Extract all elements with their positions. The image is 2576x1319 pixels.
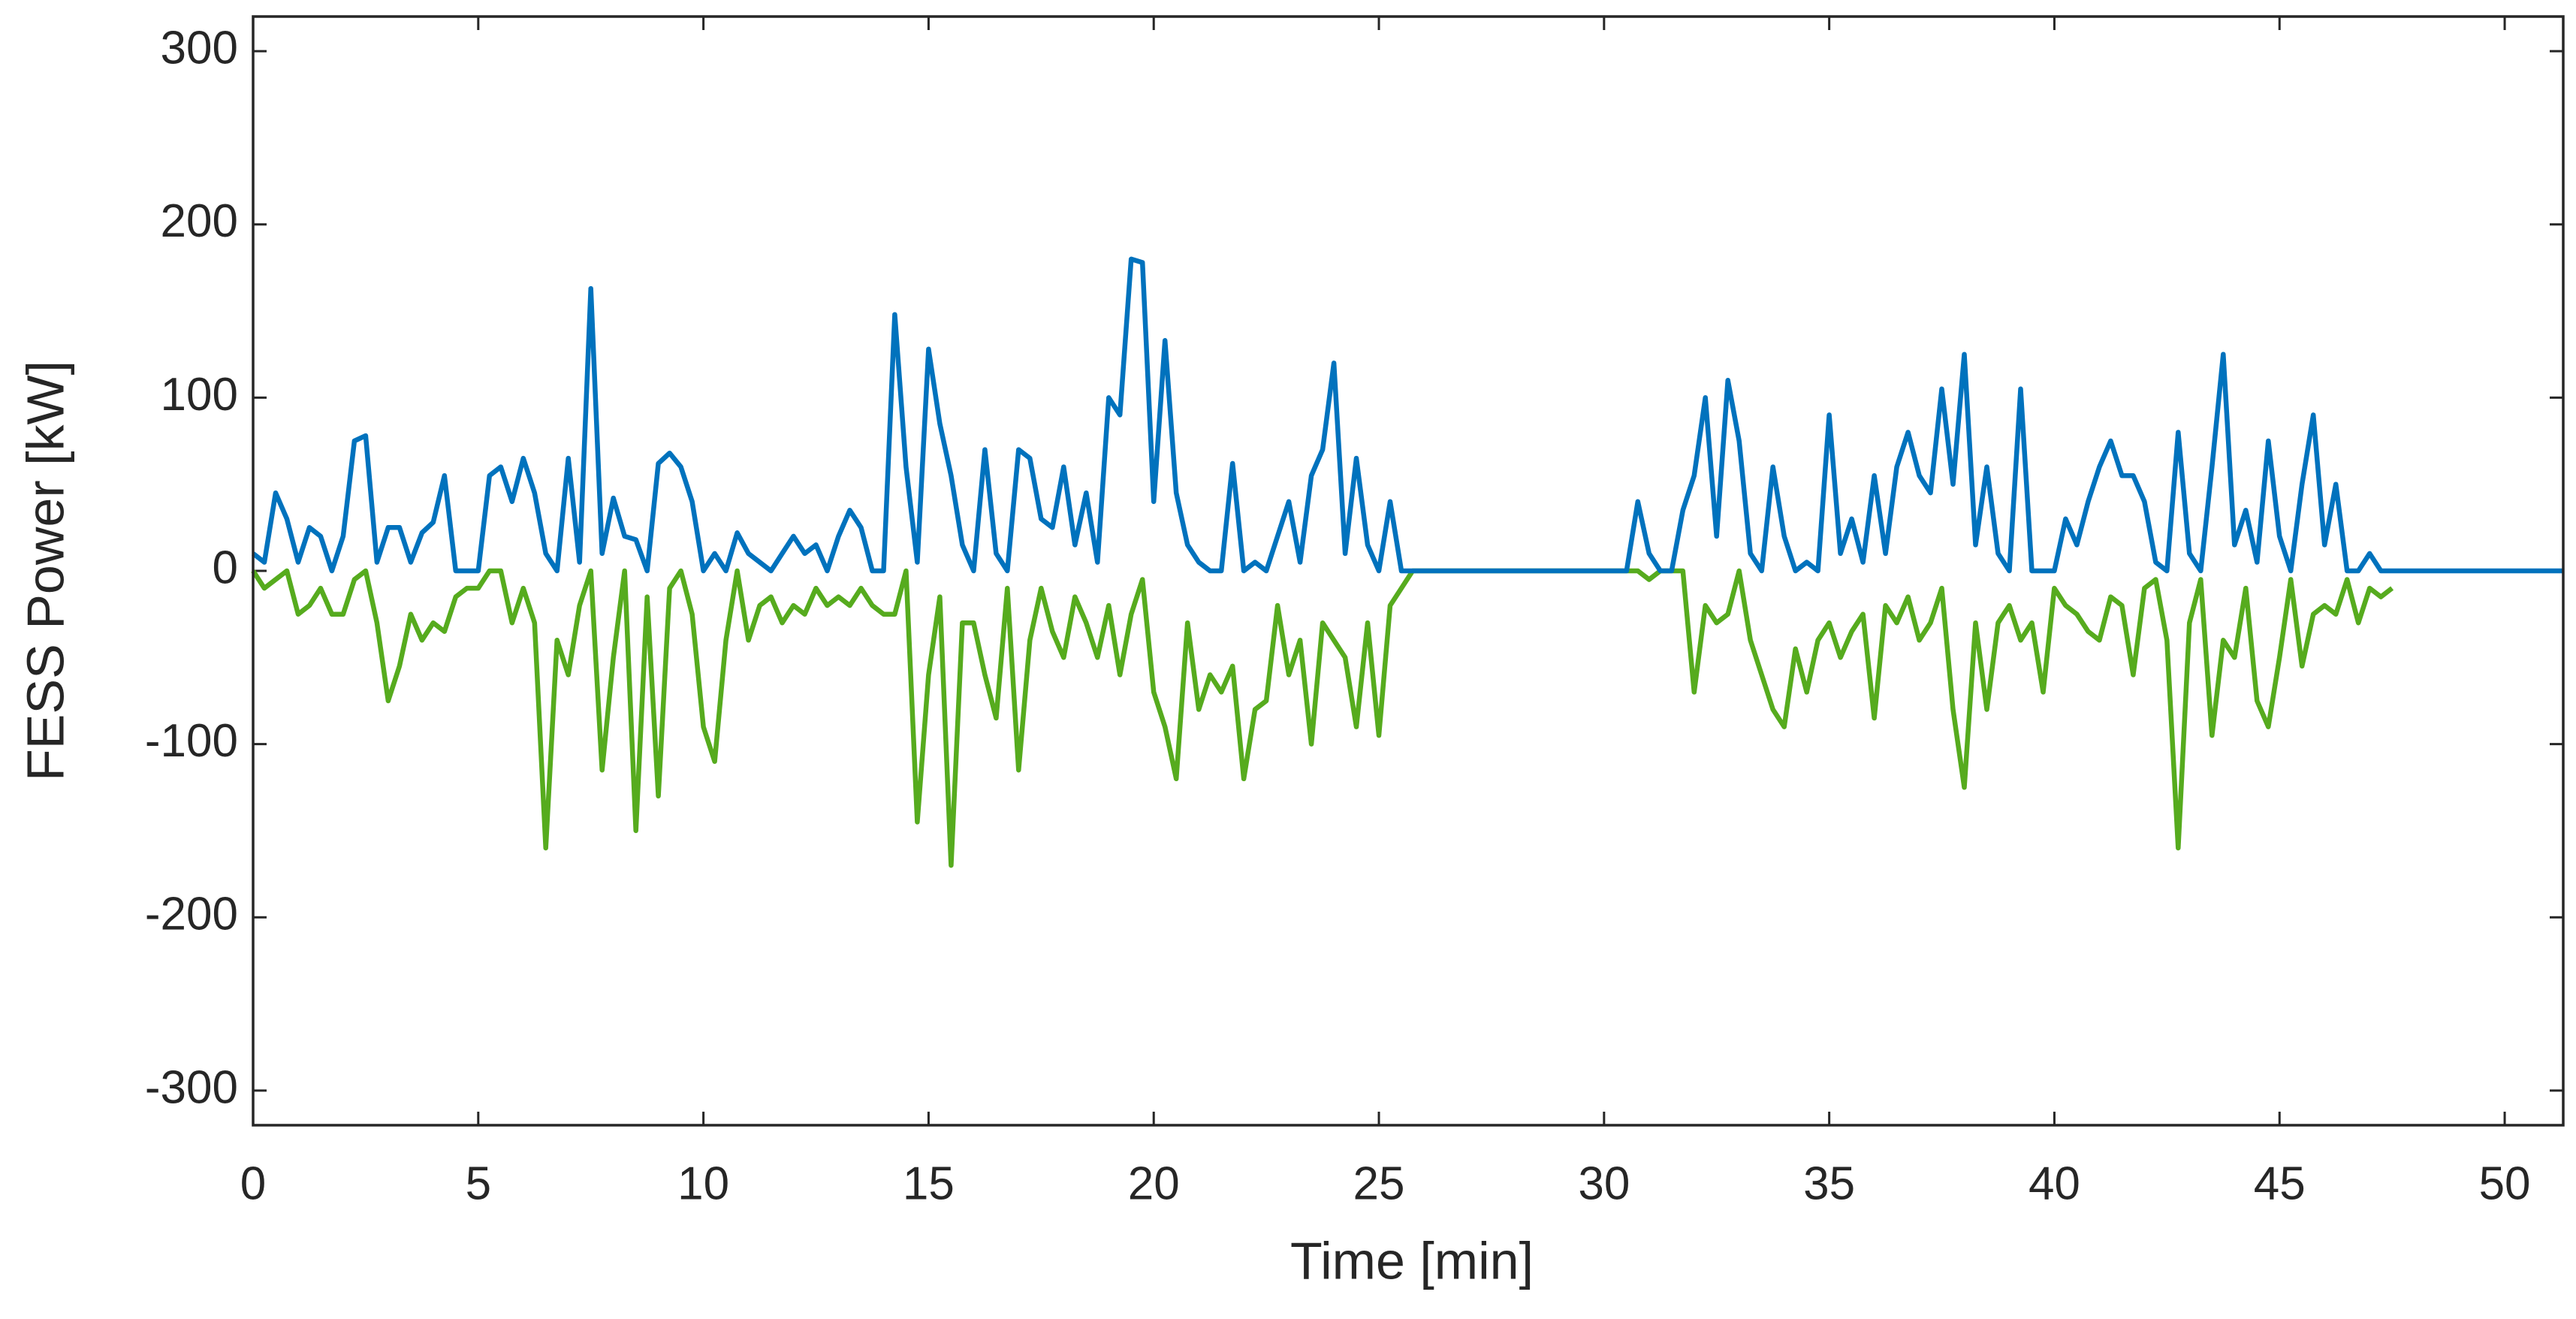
y-tick-label: 300: [161, 23, 238, 74]
y-tick-label: -100: [145, 715, 238, 767]
y-tick-label: -200: [145, 889, 238, 940]
y-tick-label: -300: [145, 1061, 238, 1113]
data-line: [252, 256, 2563, 574]
y-tick-label: 100: [161, 369, 238, 421]
x-tick-label: 5: [466, 1158, 491, 1209]
plot-frame: [252, 15, 2565, 1127]
x-tick-label: 15: [903, 1158, 955, 1209]
x-tick-label: 35: [1803, 1158, 1855, 1209]
y-axis-label: FESS Power [kW]: [16, 361, 74, 781]
x-tick-label: 30: [1578, 1158, 1630, 1209]
x-tick-label: 20: [1128, 1158, 1180, 1209]
x-tick-label: 45: [2254, 1158, 2306, 1209]
x-tick-label: 0: [240, 1158, 266, 1209]
data-line: [251, 568, 2394, 868]
y-tick-label: 200: [161, 195, 238, 247]
x-tick-label: 40: [2029, 1158, 2080, 1209]
x-tick-label: 50: [2479, 1158, 2531, 1209]
x-tick-label: 25: [1353, 1158, 1405, 1209]
x-axis-label: Time [min]: [1290, 1231, 1534, 1290]
x-tick-label: 10: [677, 1158, 729, 1209]
y-tick-label: 0: [213, 542, 238, 593]
